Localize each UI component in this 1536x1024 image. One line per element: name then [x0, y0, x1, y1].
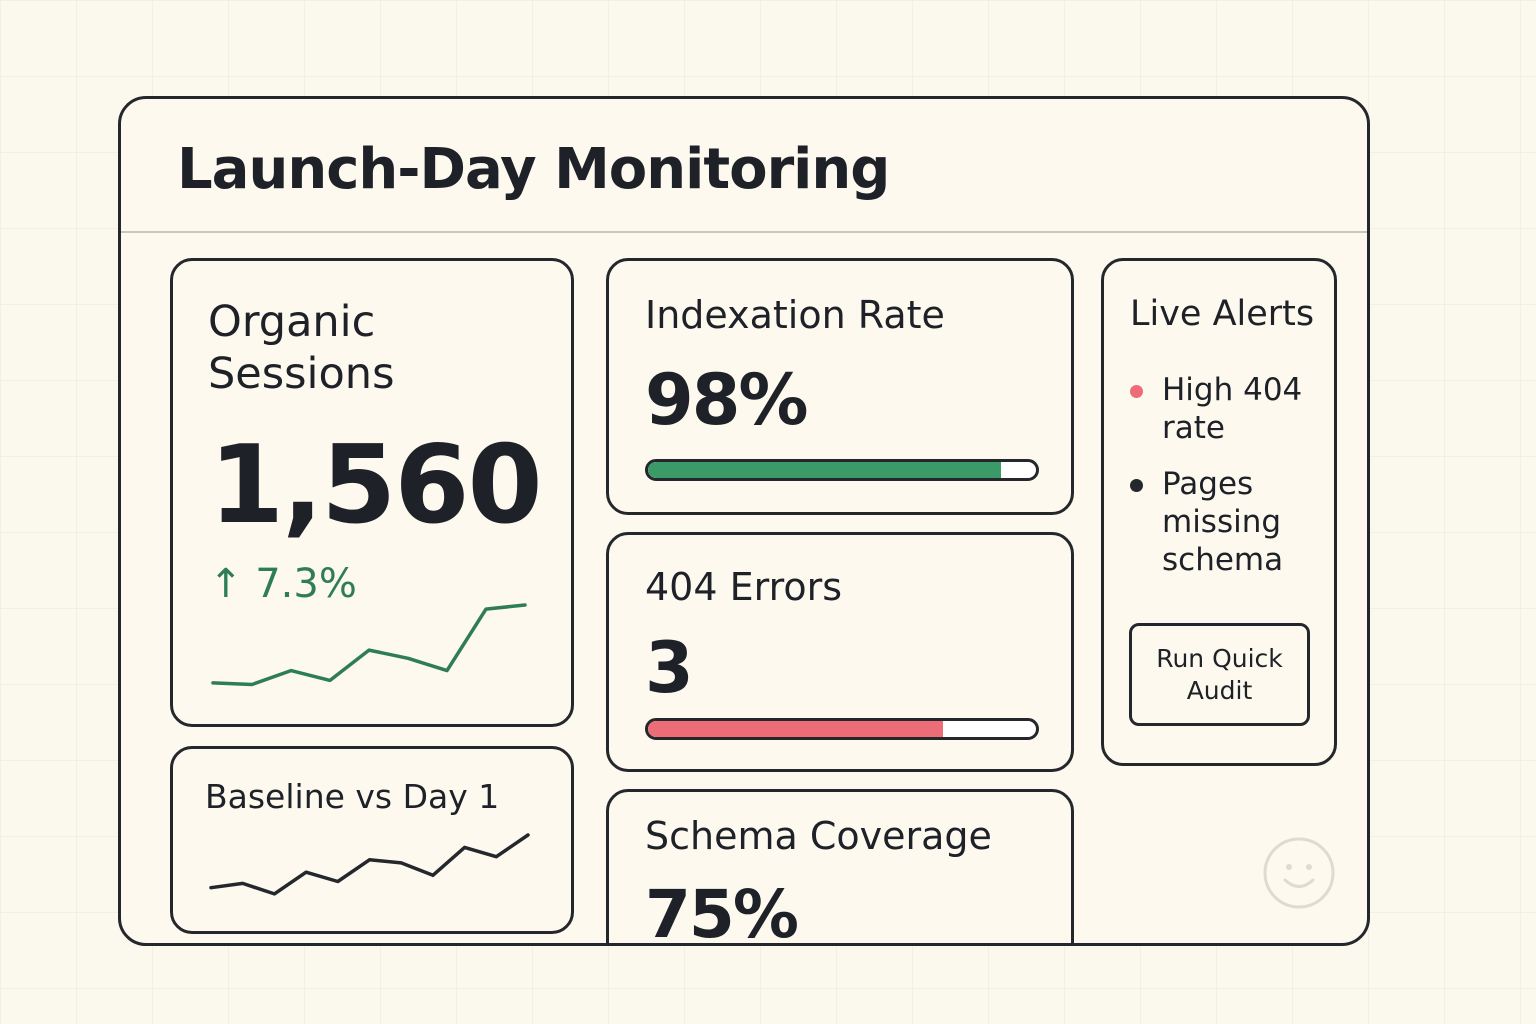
indexation-rate-value: 98%	[645, 359, 809, 441]
indexation-rate-card[interactable]: Indexation Rate 98%	[606, 258, 1074, 515]
live-alerts-title: Live Alerts	[1130, 294, 1315, 334]
alert-dot-icon	[1130, 479, 1143, 492]
dashboard-panel: Launch-Day Monitoring Organic Sessions 1…	[118, 96, 1370, 946]
indexation-rate-title: Indexation Rate	[645, 293, 945, 337]
404-errors-title: 404 Errors	[645, 565, 843, 609]
header-divider	[121, 231, 1367, 233]
run-quick-audit-button[interactable]: Run Quick Audit	[1129, 623, 1310, 726]
indexation-progress-fill	[648, 462, 1002, 478]
alert-item-high-404[interactable]: High 404 rate	[1128, 371, 1332, 447]
smiley-face-icon	[1263, 837, 1335, 909]
schema-coverage-card[interactable]: Schema Coverage 75%	[606, 789, 1074, 946]
organic-sessions-title-line1: Organic	[208, 297, 376, 347]
baseline-title: Baseline vs Day 1	[205, 777, 500, 816]
organic-sessions-value: 1,560	[209, 423, 543, 548]
organic-sessions-card[interactable]: Organic Sessions 1,560 ↑ 7.3%	[170, 258, 574, 727]
indexation-progress-bar	[645, 459, 1039, 481]
alerts-list: High 404 rate Pages missing schema	[1128, 371, 1332, 597]
organic-sessions-title-line2: Sessions	[208, 348, 395, 399]
organic-sessions-title: Organic Sessions	[208, 297, 394, 400]
alert-item-missing-schema[interactable]: Pages missing schema	[1128, 465, 1332, 579]
404-errors-card[interactable]: 404 Errors 3	[606, 532, 1074, 772]
page-title: Launch-Day Monitoring	[177, 137, 890, 202]
alert-text: Pages missing schema	[1162, 466, 1284, 578]
organic-sessions-sparkline	[211, 603, 527, 687]
alert-dot-icon	[1130, 385, 1143, 398]
404-errors-progress-bar	[645, 718, 1039, 740]
baseline-sparkline	[209, 833, 530, 896]
schema-coverage-value: 75%	[645, 876, 799, 946]
baseline-card[interactable]: Baseline vs Day 1	[170, 746, 574, 934]
404-errors-progress-fill	[648, 721, 943, 737]
organic-sessions-change: ↑ 7.3%	[209, 561, 357, 607]
alert-text: High 404 rate	[1162, 372, 1303, 446]
404-errors-value: 3	[645, 627, 694, 709]
schema-coverage-title: Schema Coverage	[645, 814, 992, 858]
live-alerts-card: Live Alerts High 404 rate Pages missing …	[1101, 258, 1337, 766]
